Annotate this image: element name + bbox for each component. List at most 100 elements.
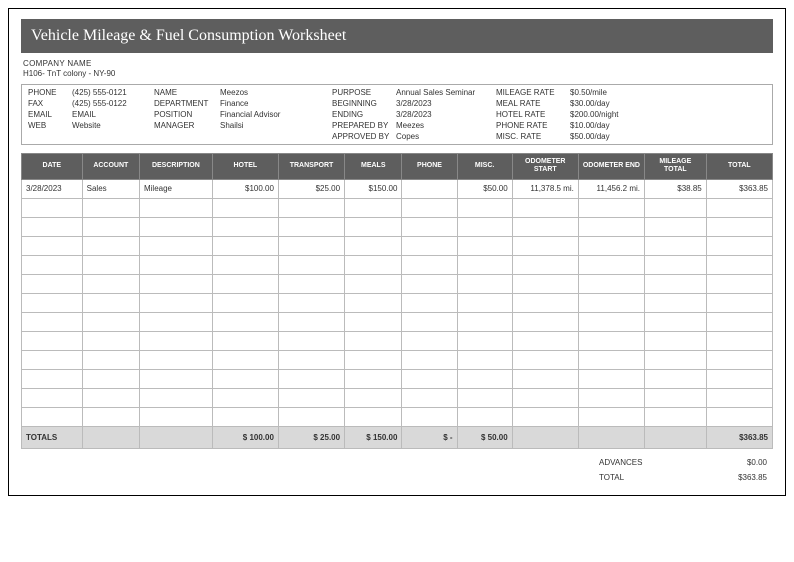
cell-meals[interactable]: $150.00: [345, 179, 402, 198]
empty-cell[interactable]: [278, 350, 344, 369]
empty-cell[interactable]: [706, 407, 772, 426]
empty-cell[interactable]: [82, 350, 139, 369]
cell-mileage-total[interactable]: $38.85: [644, 179, 706, 198]
empty-cell[interactable]: [212, 255, 278, 274]
empty-cell[interactable]: [512, 236, 578, 255]
empty-cell[interactable]: [578, 350, 644, 369]
empty-cell[interactable]: [644, 198, 706, 217]
empty-cell[interactable]: [706, 350, 772, 369]
empty-cell[interactable]: [278, 388, 344, 407]
empty-cell[interactable]: [402, 331, 457, 350]
empty-cell[interactable]: [22, 236, 83, 255]
empty-cell[interactable]: [345, 407, 402, 426]
empty-cell[interactable]: [22, 255, 83, 274]
empty-cell[interactable]: [706, 274, 772, 293]
empty-cell[interactable]: [139, 198, 212, 217]
empty-cell[interactable]: [457, 407, 512, 426]
cell-date[interactable]: 3/28/2023: [22, 179, 83, 198]
empty-cell[interactable]: [402, 198, 457, 217]
cell-hotel[interactable]: $100.00: [212, 179, 278, 198]
empty-cell[interactable]: [644, 217, 706, 236]
empty-cell[interactable]: [345, 331, 402, 350]
cell-transport[interactable]: $25.00: [278, 179, 344, 198]
empty-cell[interactable]: [22, 331, 83, 350]
empty-cell[interactable]: [212, 293, 278, 312]
empty-cell[interactable]: [512, 274, 578, 293]
empty-cell[interactable]: [139, 350, 212, 369]
empty-cell[interactable]: [139, 236, 212, 255]
empty-cell[interactable]: [402, 255, 457, 274]
empty-cell[interactable]: [278, 293, 344, 312]
empty-cell[interactable]: [457, 217, 512, 236]
empty-cell[interactable]: [82, 236, 139, 255]
empty-cell[interactable]: [402, 312, 457, 331]
empty-cell[interactable]: [512, 407, 578, 426]
empty-cell[interactable]: [82, 274, 139, 293]
empty-cell[interactable]: [345, 369, 402, 388]
empty-cell[interactable]: [578, 217, 644, 236]
empty-cell[interactable]: [457, 236, 512, 255]
empty-cell[interactable]: [457, 369, 512, 388]
empty-cell[interactable]: [706, 236, 772, 255]
empty-cell[interactable]: [512, 369, 578, 388]
empty-cell[interactable]: [139, 217, 212, 236]
empty-cell[interactable]: [578, 255, 644, 274]
empty-cell[interactable]: [139, 293, 212, 312]
empty-cell[interactable]: [512, 293, 578, 312]
empty-cell[interactable]: [706, 312, 772, 331]
empty-cell[interactable]: [402, 217, 457, 236]
cell-odo-start[interactable]: 11,378.5 mi.: [512, 179, 578, 198]
empty-cell[interactable]: [644, 331, 706, 350]
empty-cell[interactable]: [139, 388, 212, 407]
empty-cell[interactable]: [457, 255, 512, 274]
empty-cell[interactable]: [644, 407, 706, 426]
empty-cell[interactable]: [22, 293, 83, 312]
empty-cell[interactable]: [212, 369, 278, 388]
empty-cell[interactable]: [512, 198, 578, 217]
empty-cell[interactable]: [402, 369, 457, 388]
empty-cell[interactable]: [82, 407, 139, 426]
empty-cell[interactable]: [706, 255, 772, 274]
empty-cell[interactable]: [512, 255, 578, 274]
empty-cell[interactable]: [578, 293, 644, 312]
empty-cell[interactable]: [457, 274, 512, 293]
empty-cell[interactable]: [512, 217, 578, 236]
empty-cell[interactable]: [457, 388, 512, 407]
empty-cell[interactable]: [22, 312, 83, 331]
empty-cell[interactable]: [578, 198, 644, 217]
empty-cell[interactable]: [402, 293, 457, 312]
empty-cell[interactable]: [512, 388, 578, 407]
empty-cell[interactable]: [402, 236, 457, 255]
empty-cell[interactable]: [706, 331, 772, 350]
empty-cell[interactable]: [22, 388, 83, 407]
empty-cell[interactable]: [278, 312, 344, 331]
empty-cell[interactable]: [345, 198, 402, 217]
empty-cell[interactable]: [578, 331, 644, 350]
empty-cell[interactable]: [644, 255, 706, 274]
empty-cell[interactable]: [644, 312, 706, 331]
empty-cell[interactable]: [22, 407, 83, 426]
empty-cell[interactable]: [706, 293, 772, 312]
empty-cell[interactable]: [22, 350, 83, 369]
empty-cell[interactable]: [512, 312, 578, 331]
empty-cell[interactable]: [278, 198, 344, 217]
empty-cell[interactable]: [457, 350, 512, 369]
empty-cell[interactable]: [212, 217, 278, 236]
empty-cell[interactable]: [82, 293, 139, 312]
empty-cell[interactable]: [706, 388, 772, 407]
empty-cell[interactable]: [706, 217, 772, 236]
cell-misc[interactable]: $50.00: [457, 179, 512, 198]
empty-cell[interactable]: [278, 331, 344, 350]
empty-cell[interactable]: [345, 312, 402, 331]
empty-cell[interactable]: [139, 369, 212, 388]
empty-cell[interactable]: [82, 369, 139, 388]
empty-cell[interactable]: [278, 217, 344, 236]
empty-cell[interactable]: [644, 274, 706, 293]
empty-cell[interactable]: [457, 198, 512, 217]
empty-cell[interactable]: [22, 198, 83, 217]
empty-cell[interactable]: [512, 331, 578, 350]
empty-cell[interactable]: [22, 217, 83, 236]
empty-cell[interactable]: [345, 293, 402, 312]
cell-total[interactable]: $363.85: [706, 179, 772, 198]
empty-cell[interactable]: [345, 236, 402, 255]
